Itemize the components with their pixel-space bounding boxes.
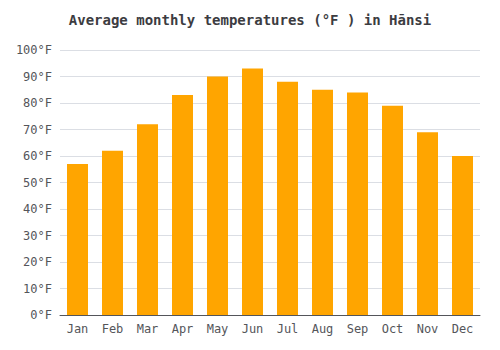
svg-text:Apr: Apr <box>172 322 194 336</box>
svg-text:100°F: 100°F <box>16 43 52 57</box>
svg-text:Feb: Feb <box>102 322 124 336</box>
svg-text:May: May <box>207 322 229 336</box>
svg-text:Nov: Nov <box>417 322 439 336</box>
svg-text:50°F: 50°F <box>23 176 52 190</box>
svg-text:90°F: 90°F <box>23 70 52 84</box>
svg-text:40°F: 40°F <box>23 202 52 216</box>
svg-text:70°F: 70°F <box>23 123 52 137</box>
svg-text:Oct: Oct <box>382 322 404 336</box>
svg-text:80°F: 80°F <box>23 96 52 110</box>
svg-text:Aug: Aug <box>312 322 334 336</box>
svg-text:Jan: Jan <box>67 322 89 336</box>
svg-text:30°F: 30°F <box>23 229 52 243</box>
svg-text:Jun: Jun <box>242 322 264 336</box>
svg-text:10°F: 10°F <box>23 282 52 296</box>
svg-text:0°F: 0°F <box>30 308 52 322</box>
svg-text:20°F: 20°F <box>23 255 52 269</box>
svg-text:Average monthly temperatures (: Average monthly temperatures (°F ) in Hā… <box>69 12 431 28</box>
svg-text:Mar: Mar <box>137 322 159 336</box>
svg-text:Dec: Dec <box>452 322 474 336</box>
svg-text:60°F: 60°F <box>23 149 52 163</box>
svg-text:Jul: Jul <box>277 322 299 336</box>
svg-text:Sep: Sep <box>347 322 369 336</box>
